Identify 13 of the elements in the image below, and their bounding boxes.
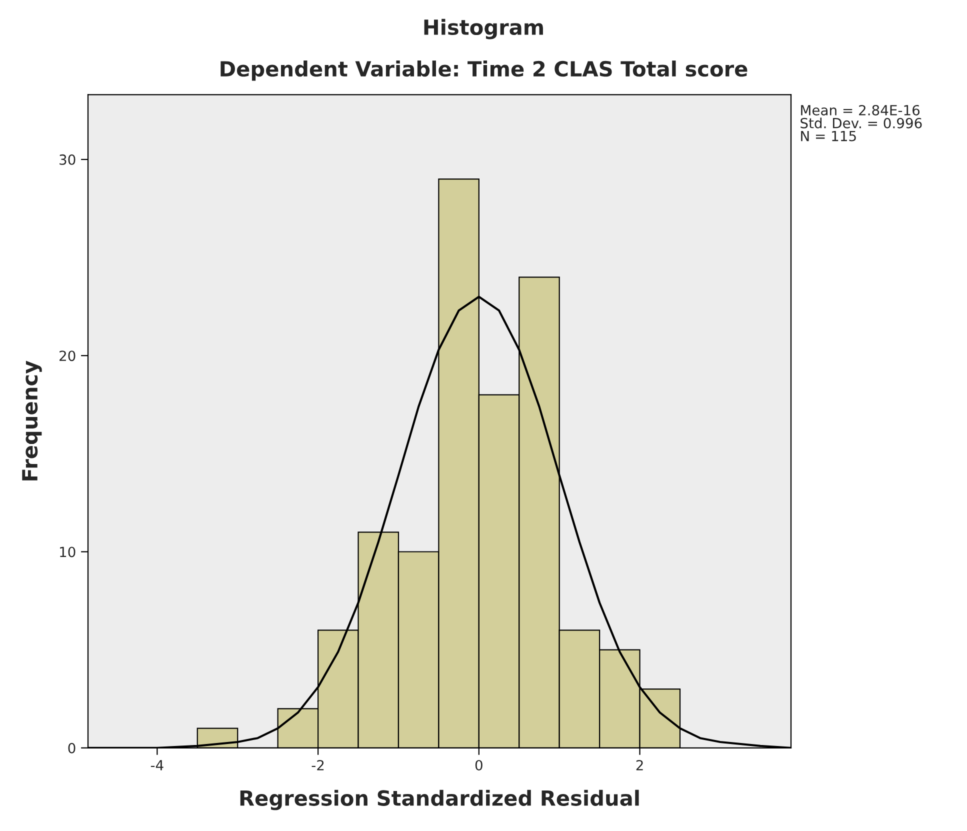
- y-tick-label: 0: [68, 742, 76, 754]
- y-tick-label: 20: [60, 350, 76, 362]
- chart-title: Histogram: [424, 18, 543, 40]
- x-tick-label: 2: [636, 760, 643, 770]
- y-tick-label: 30: [60, 154, 76, 165]
- y-tick-label: 10: [60, 546, 76, 558]
- x-axis-title: Regression Standardized Residual: [240, 790, 639, 810]
- x-tick-label: -2: [312, 760, 324, 770]
- x-tick-label: -4: [150, 760, 164, 770]
- text: Mean = 2.84E-16 Std. Dev. = 0.996 N = 115: [800, 104, 922, 142]
- y-axis-title: Frequency: [22, 360, 42, 480]
- x-tick-label: 0: [475, 760, 482, 770]
- chart-subtitle: Dependent Variable: Time 2 CLAS Total score: [220, 60, 748, 81]
